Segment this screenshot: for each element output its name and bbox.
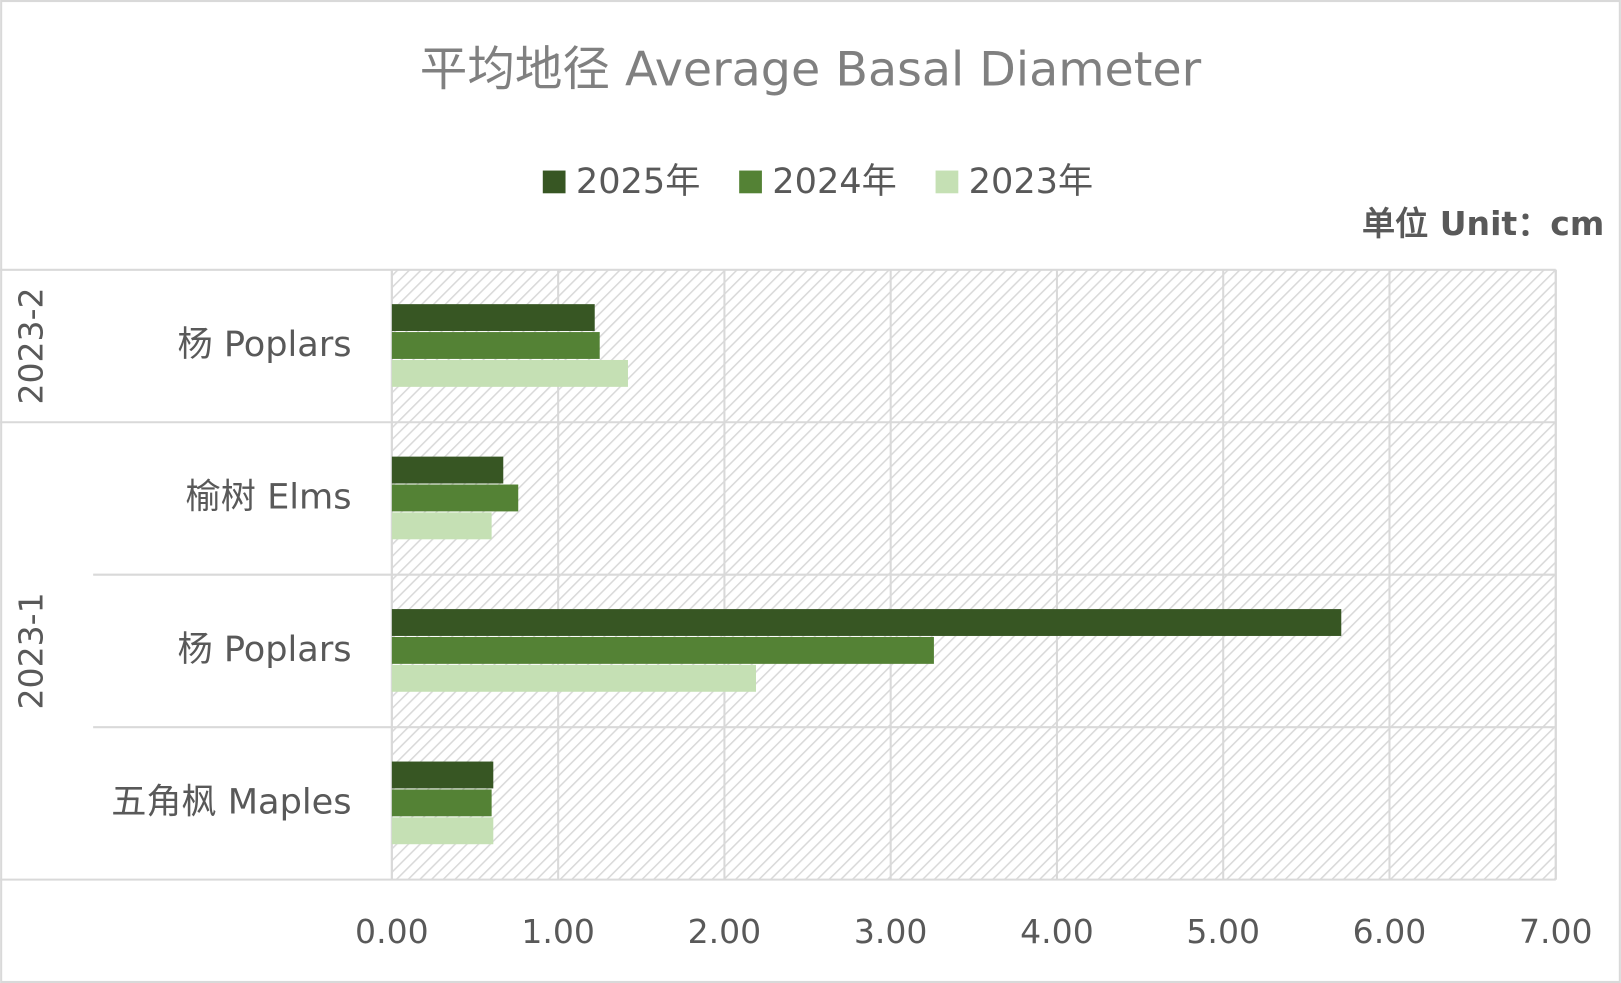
- legend-label: 2025年: [576, 161, 701, 202]
- y-tick-label: 榆树 Elms: [186, 476, 352, 517]
- x-tick-label: 4.00: [1020, 912, 1094, 951]
- bar: [391, 636, 934, 664]
- bar: [391, 664, 757, 692]
- bar: [391, 484, 519, 512]
- legend-swatch: [739, 170, 762, 194]
- bar: [391, 761, 494, 789]
- bar: [391, 512, 492, 540]
- bar: [391, 456, 504, 484]
- bar: [391, 789, 492, 817]
- x-tick-label: 1.00: [521, 912, 595, 951]
- x-tick-label: 5.00: [1186, 912, 1260, 951]
- legend-label: 2024年: [772, 161, 897, 202]
- y-tick-label: 五角枫 Maples: [111, 781, 351, 822]
- unit-label: 单位 Unit：cm: [1362, 204, 1604, 243]
- x-tick-label: 7.00: [1519, 912, 1593, 951]
- group-label: 2023-1: [12, 592, 51, 709]
- bar: [391, 304, 595, 332]
- group-label: 2023-2: [12, 287, 51, 404]
- legend-swatch: [935, 170, 959, 194]
- x-tick-label: 2.00: [688, 912, 762, 951]
- legend-swatch: [542, 170, 566, 194]
- bar: [391, 332, 600, 359]
- legend-label: 2023年: [969, 161, 1094, 202]
- bar: [391, 359, 628, 387]
- chart-title: 平均地径 Average Basal Diameter: [420, 42, 1202, 97]
- y-tick-label: 杨 Poplars: [178, 324, 352, 365]
- bar: [391, 817, 494, 845]
- bar: [391, 609, 1342, 636]
- x-tick-label: 6.00: [1353, 912, 1427, 951]
- x-tick-label: 3.00: [854, 912, 928, 951]
- y-tick-label: 杨 Poplars: [178, 629, 352, 670]
- x-tick-label: 0.00: [355, 912, 429, 951]
